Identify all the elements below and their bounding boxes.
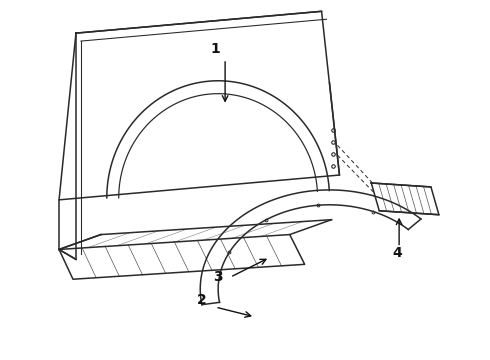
Text: 3: 3 [213, 270, 223, 284]
Text: 2: 2 [197, 293, 207, 307]
Text: 1: 1 [210, 42, 220, 56]
Text: 4: 4 [392, 246, 402, 260]
